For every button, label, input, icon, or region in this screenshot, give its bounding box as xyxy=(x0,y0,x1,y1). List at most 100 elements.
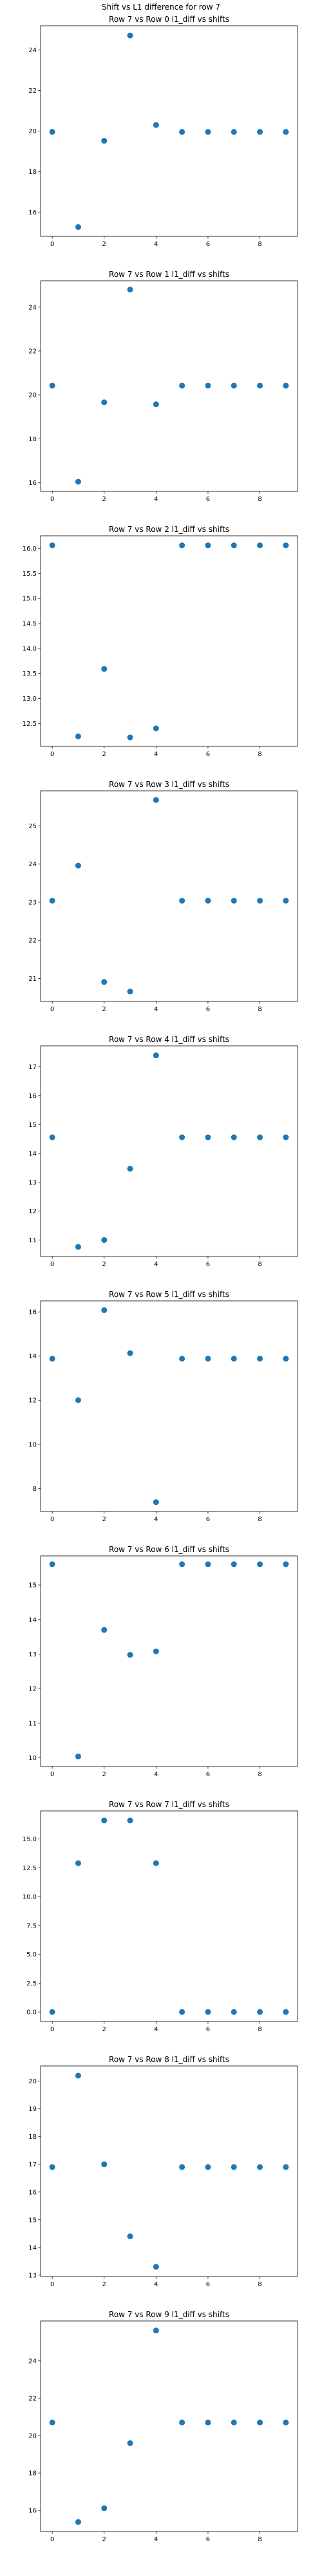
y-tick-label: 18 xyxy=(28,2470,37,2477)
axes-frame xyxy=(40,1555,298,1767)
data-point xyxy=(179,129,185,135)
data-point xyxy=(153,1648,159,1654)
data-point xyxy=(75,2072,81,2079)
figure-suptitle: Shift vs L1 difference for row 7 xyxy=(102,3,220,12)
data-point xyxy=(49,1561,55,1567)
data-point xyxy=(205,383,211,389)
x-tick-label: 0 xyxy=(50,1516,54,1523)
data-point xyxy=(153,797,159,803)
data-point xyxy=(257,1134,263,1141)
data-point xyxy=(49,383,55,389)
data-point xyxy=(127,1166,133,1172)
data-point xyxy=(179,2164,185,2170)
y-tick-label: 16 xyxy=(28,2189,37,2196)
y-tick-label: 17 xyxy=(28,2161,37,2168)
data-point xyxy=(127,1817,133,1824)
y-tick-label: 15 xyxy=(28,1582,37,1589)
data-point xyxy=(179,2420,185,2426)
data-point xyxy=(101,2505,108,2512)
x-tick-label: 2 xyxy=(102,1006,106,1013)
x-tick-label: 6 xyxy=(206,2536,210,2543)
data-point xyxy=(283,383,289,389)
y-tick-label: 22 xyxy=(28,88,37,95)
axes-frame xyxy=(40,790,298,1002)
subplot-7: Row 7 vs Row 7 l1_diff vs shifts 0 2 4 6 8 0.0… xyxy=(23,1800,298,2033)
data-point xyxy=(205,2164,211,2170)
y-tick-label: 16 xyxy=(28,1093,37,1100)
data-point xyxy=(257,383,263,389)
x-tick-label: 4 xyxy=(154,2026,158,2033)
y-tick-label: 15.5 xyxy=(23,571,37,578)
data-point xyxy=(153,1860,159,1866)
data-point xyxy=(49,2009,55,2015)
data-point xyxy=(75,224,81,231)
axes-frame xyxy=(40,1045,298,1257)
data-point xyxy=(231,1561,237,1567)
y-tick-label: 2.5 xyxy=(26,1980,37,1987)
data-point xyxy=(101,1307,108,1313)
data-point xyxy=(283,898,289,904)
x-tick-label: 8 xyxy=(258,241,261,248)
y-tick-label: 13 xyxy=(28,1179,37,1186)
subplot-4: Row 7 vs Row 4 l1_diff vs shifts 0 2 4 6 8 11 1… xyxy=(28,1035,298,1268)
x-tick-label: 8 xyxy=(258,1771,261,1778)
data-point xyxy=(75,478,81,485)
axes-frame xyxy=(40,2320,298,2532)
data-point xyxy=(231,383,237,389)
subplot-title: Row 7 vs Row 3 l1_diff vs shifts xyxy=(109,780,229,789)
x-tick-label: 0 xyxy=(50,241,54,248)
data-point xyxy=(205,2420,211,2426)
y-tick-label: 24 xyxy=(28,304,37,311)
data-point xyxy=(75,1753,81,1759)
data-point xyxy=(49,2164,55,2170)
x-tick-label: 4 xyxy=(154,2281,158,2288)
data-point xyxy=(205,1356,211,1362)
data-point xyxy=(49,1134,55,1141)
subplot-2: Row 7 vs Row 2 l1_diff vs shifts 0 2 4 6 8 12.… xyxy=(23,525,298,758)
y-tick-label: 14.5 xyxy=(23,620,37,627)
x-tick-label: 2 xyxy=(102,241,106,248)
data-point xyxy=(101,1627,108,1633)
x-tick-label: 0 xyxy=(50,496,54,503)
x-tick-label: 8 xyxy=(258,2536,261,2543)
data-point xyxy=(75,2519,81,2525)
x-tick-label: 0 xyxy=(50,1771,54,1778)
data-point xyxy=(231,1356,237,1362)
y-tick-label: 12 xyxy=(28,1208,37,1215)
data-point xyxy=(153,2264,159,2270)
y-tick-label: 14 xyxy=(28,1353,37,1360)
data-point xyxy=(127,2233,133,2240)
x-tick-label: 6 xyxy=(206,1261,210,1268)
y-tick-label: 18 xyxy=(28,436,37,443)
y-tick-label: 14.0 xyxy=(23,645,37,652)
data-point xyxy=(283,2164,289,2170)
x-tick-label: 8 xyxy=(258,1261,261,1268)
data-point xyxy=(257,1561,263,1567)
data-point xyxy=(205,898,211,904)
y-tick-label: 19 xyxy=(28,2106,37,2113)
data-point xyxy=(257,2420,263,2426)
axes-frame xyxy=(40,535,298,747)
subplot-8: Row 7 vs Row 8 l1_diff vs shifts 0 2 4 6 8 13 1… xyxy=(28,2055,298,2288)
y-tick-label: 11 xyxy=(28,1237,37,1244)
x-tick-label: 2 xyxy=(102,751,106,758)
data-point xyxy=(231,129,237,135)
data-point xyxy=(205,2009,211,2015)
data-point xyxy=(127,32,133,39)
data-point xyxy=(127,989,133,995)
y-tick-label: 22 xyxy=(28,2395,37,2402)
data-point xyxy=(75,1397,81,1403)
axes-frame xyxy=(40,2065,298,2277)
x-tick-label: 8 xyxy=(258,1516,261,1523)
data-point xyxy=(205,1134,211,1141)
y-tick-label: 13 xyxy=(28,2272,37,2279)
y-tick-label: 10.0 xyxy=(23,1894,37,1901)
x-tick-label: 0 xyxy=(50,1261,54,1268)
x-tick-label: 6 xyxy=(206,496,210,503)
y-tick-label: 24 xyxy=(28,2358,37,2365)
